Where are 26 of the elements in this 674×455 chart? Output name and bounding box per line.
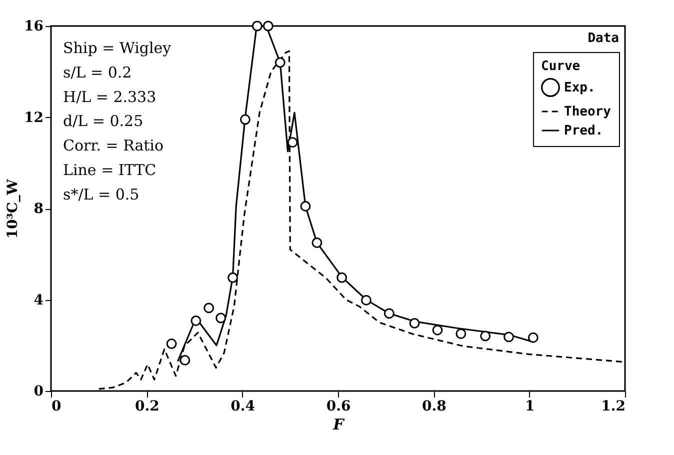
x-tick-label: 0 — [52, 398, 62, 414]
x-axis-title: F — [332, 416, 346, 434]
x-tick-label: 1.2 — [601, 398, 626, 414]
y-tick-label: 0 — [34, 384, 44, 400]
legend-title: Curve — [541, 59, 580, 74]
x-tick-label: 0.8 — [422, 398, 446, 414]
legend-label: Exp. — [564, 80, 596, 96]
annotation: Data — [588, 31, 620, 46]
y-axis-title: 10³C_W — [5, 178, 22, 239]
x-tick-label: 1 — [524, 398, 535, 414]
y-tick-label: 8 — [34, 201, 44, 217]
x-tick-label: 0.4 — [230, 398, 256, 414]
annotation: Corr. = Ratio — [63, 136, 164, 155]
annotation: Line = ITTC — [63, 161, 156, 179]
y-tick-label: 4 — [34, 292, 44, 308]
annotation: Ship = Wigley — [63, 39, 172, 57]
annotation: H/L = 2.333 — [63, 88, 156, 106]
annotation: s*/L = 0.5 — [63, 185, 140, 204]
annotation: s/L = 0.2 — [63, 63, 132, 82]
x-tick-label: 0.2 — [134, 398, 160, 414]
x-tick-label: 0.6 — [326, 398, 351, 414]
annotation: d/L = 0.25 — [63, 112, 144, 130]
legend-label: Pred. — [564, 124, 604, 138]
y-tick-label: 16 — [24, 18, 44, 34]
y-tick-label: 12 — [24, 110, 44, 126]
legend-label: Theory — [564, 104, 612, 120]
